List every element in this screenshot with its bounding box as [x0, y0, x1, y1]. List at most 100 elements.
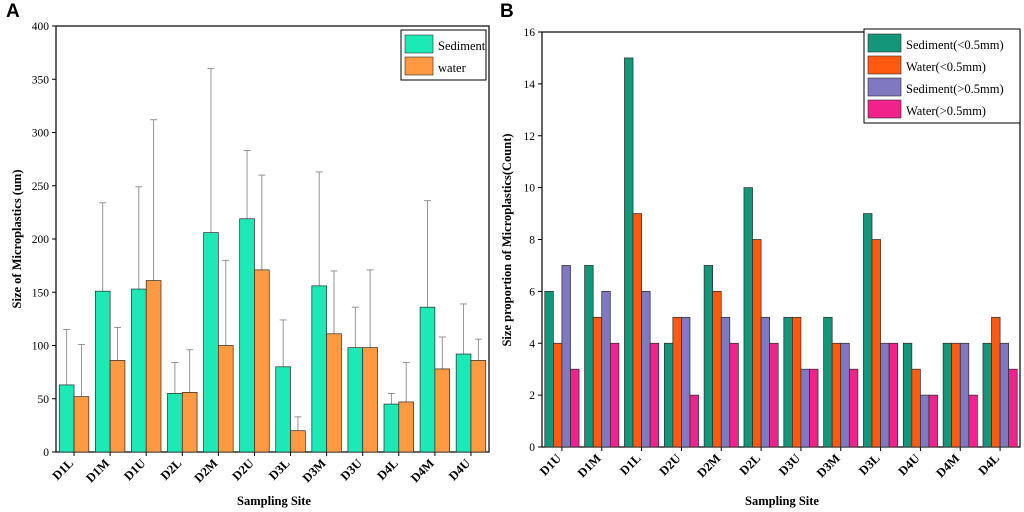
x-category-label: D3M	[300, 456, 329, 485]
x-category-label: D4U	[895, 451, 922, 478]
bar	[326, 333, 342, 453]
bar	[743, 187, 753, 448]
bar	[800, 368, 810, 448]
legend-label: Water(<0.5mm)	[906, 60, 986, 74]
panel-a-error-bars	[63, 68, 482, 449]
legend-swatch	[867, 33, 902, 53]
x-category-label: D3U	[338, 456, 365, 483]
bar	[999, 342, 1009, 448]
bar	[311, 285, 327, 453]
bar	[641, 291, 651, 448]
y-tick-label: 0	[43, 447, 49, 459]
bar	[131, 288, 147, 453]
y-tick-label: 6	[529, 286, 535, 298]
bar	[823, 316, 833, 448]
bar	[928, 394, 938, 448]
y-tick-label: 0	[529, 442, 535, 454]
legend-label: water	[438, 61, 467, 75]
x-category-label: D3L	[856, 451, 883, 478]
legend-swatch	[867, 77, 902, 97]
bar	[109, 360, 126, 453]
x-category-label: D2U	[229, 456, 256, 483]
panel-a-x-axis-title: Sampling Site	[237, 494, 311, 508]
panel-b-categories: D1U D1M D1L D2U D2M D2L D3U D3M D3L D4U D4M D4L	[537, 451, 1002, 480]
x-category-label: D2M	[191, 456, 220, 485]
bar	[649, 342, 660, 448]
bar	[703, 265, 714, 448]
bar	[809, 368, 819, 448]
bar	[911, 368, 921, 448]
panel-b-letter: B	[500, 1, 514, 22]
y-tick-label: 50	[38, 394, 50, 406]
bar	[275, 366, 291, 453]
x-category-label: D4U	[446, 456, 473, 483]
bar	[982, 342, 992, 448]
panel-a-y-axis-title: Size of Microplastics (um)	[10, 170, 24, 309]
bar	[959, 342, 970, 448]
bar	[609, 342, 620, 448]
bar	[398, 401, 414, 453]
bar	[290, 430, 306, 453]
legend-swatch	[404, 34, 434, 54]
bar	[968, 394, 978, 448]
panel-b-legend: Sediment(<0.5mm) Water(<0.5mm) Sediment(>0…	[863, 28, 1021, 124]
bar	[783, 316, 793, 448]
x-category-label: D3L	[266, 456, 293, 483]
bar	[254, 269, 270, 453]
bar	[584, 265, 594, 448]
bar	[902, 342, 913, 448]
legend-label: Water(>0.5mm)	[906, 104, 986, 118]
x-category-label: D3M	[814, 451, 843, 480]
bar	[689, 394, 699, 448]
bar	[880, 342, 890, 448]
bar	[942, 342, 953, 448]
y-tick-label: 200	[32, 234, 50, 246]
bar	[863, 213, 873, 448]
bar	[712, 291, 722, 448]
legend-label: Sediment(>0.5mm)	[906, 82, 1004, 96]
bar	[58, 384, 75, 453]
bar	[73, 396, 90, 453]
bar	[729, 342, 739, 448]
x-category-label: D2L	[737, 451, 764, 478]
y-tick-label: 2	[529, 390, 535, 402]
bar	[601, 291, 611, 448]
bar	[470, 360, 487, 453]
panel-b-ticks: 0 2 4 6 8 10 12 14 16	[524, 27, 1001, 454]
y-tick-label: 150	[32, 287, 50, 299]
bar	[203, 232, 219, 453]
bar	[769, 342, 779, 448]
x-category-label: D4M	[933, 451, 962, 480]
panel-b-x-axis-title: Sampling Site	[745, 494, 819, 508]
bar	[145, 280, 162, 453]
x-category-label: D1L	[50, 456, 77, 483]
bar	[383, 403, 400, 453]
x-category-label: D4M	[408, 456, 437, 485]
bar	[681, 316, 691, 448]
bar	[455, 353, 472, 453]
panel-b-y-axis-title: Size proportion of Microplastics(Count)	[500, 133, 514, 346]
bar	[663, 342, 674, 448]
x-category-label: D1U	[121, 456, 148, 483]
x-category-label: D3U	[776, 451, 803, 478]
legend-swatch	[404, 56, 434, 76]
bar	[167, 393, 183, 453]
bar	[888, 342, 899, 448]
legend-label: Sediment	[438, 39, 486, 53]
bar	[592, 316, 603, 448]
bar	[94, 290, 111, 453]
y-tick-label: 300	[32, 128, 50, 140]
bar	[920, 394, 930, 448]
bar	[218, 345, 234, 453]
bar	[632, 213, 642, 448]
panel-b-bars	[544, 57, 1018, 448]
bar	[848, 368, 859, 448]
bar	[553, 342, 563, 448]
bar	[720, 316, 731, 448]
legend-label: Sediment(<0.5mm)	[906, 38, 1004, 52]
bar	[570, 368, 580, 448]
bar	[991, 316, 1001, 448]
panel-a-ticks: 0 50 100 150 200 250 300 350 400	[32, 21, 472, 459]
